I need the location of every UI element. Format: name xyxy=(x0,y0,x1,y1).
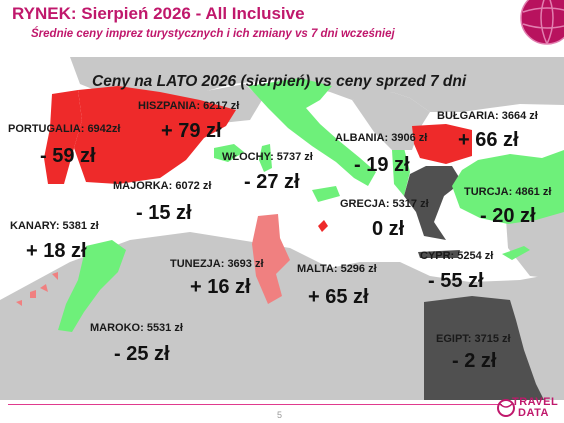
footer-divider xyxy=(8,404,502,405)
change-tunisia: + 16 zł xyxy=(190,276,251,298)
change-cyprus: - 55 zł xyxy=(428,270,484,292)
country-malta xyxy=(318,220,328,232)
page-title: RYNEK: Sierpień 2026 - All Inclusive xyxy=(12,4,305,23)
country-canary-4 xyxy=(52,272,58,280)
country-italy xyxy=(248,78,376,186)
logo-travel-text: TRAVEL xyxy=(512,396,559,408)
country-spain xyxy=(74,86,236,184)
page-subtitle: Średnie ceny imprez turystycznych i ich … xyxy=(31,28,395,40)
change-greece: 0 zł xyxy=(372,218,405,240)
country-portugal xyxy=(44,90,82,184)
country-canary-1 xyxy=(16,300,22,306)
country-egypt xyxy=(424,296,544,400)
label-greece: GRECJA: 5317 zł xyxy=(340,198,429,210)
label-italy: WŁOCHY: 5737 zł xyxy=(222,151,313,163)
label-tunisia: TUNEZJA: 3693 zł xyxy=(170,258,264,270)
change-malta: + 65 zł xyxy=(308,286,369,308)
country-tunisia xyxy=(252,214,290,304)
country-canary-3 xyxy=(40,284,48,292)
label-spain: HISZPANIA: 6217 zł xyxy=(138,100,240,112)
country-majorca xyxy=(214,144,244,162)
globe-logo-icon xyxy=(520,0,564,45)
label-bulgaria: BUŁGARIA: 3664 zł xyxy=(437,110,538,122)
label-portugal: PORTUGALIA: 6942zł xyxy=(8,123,121,135)
travel-data-logo: TRAVEL DATA xyxy=(496,396,558,420)
country-greece xyxy=(404,166,462,240)
change-canary: + 18 zł xyxy=(26,240,87,262)
change-morocco: - 25 zł xyxy=(114,343,170,365)
country-bulgaria xyxy=(412,124,472,164)
country-turkey xyxy=(452,150,564,224)
label-majorca: MAJORKA: 6072 zł xyxy=(113,180,212,192)
label-malta: MALTA: 5296 zł xyxy=(297,263,377,275)
country-albania xyxy=(392,148,410,196)
country-canary-2 xyxy=(30,290,36,298)
label-morocco: MAROKO: 5531 zł xyxy=(90,322,183,334)
label-canary: KANARY: 5381 zł xyxy=(10,220,99,232)
change-portugal: - 59 zł xyxy=(40,145,96,167)
country-sicily xyxy=(312,186,340,202)
label-albania: ALBANIA: 3906 zł xyxy=(335,132,428,144)
change-spain: + 79 zł xyxy=(161,120,222,142)
travel-data-globe-icon xyxy=(497,399,515,417)
change-italy: - 27 zł xyxy=(244,171,300,193)
land-middle-east xyxy=(505,205,564,280)
label-egypt: EGIPT: 3715 zł xyxy=(436,333,511,345)
label-turkey: TURCJA: 4861 zł xyxy=(464,186,552,198)
country-sardinia xyxy=(259,144,272,172)
land-north-africa xyxy=(0,232,564,400)
change-albania: - 19 zł xyxy=(354,154,410,176)
logo-data-text: DATA xyxy=(518,407,549,419)
country-cyprus xyxy=(502,246,530,260)
country-morocco xyxy=(58,240,126,332)
country-crete xyxy=(418,250,460,258)
page-number: 5 xyxy=(277,410,283,420)
change-bulgaria: + 66 zł xyxy=(458,129,519,151)
change-majorca: - 15 zł xyxy=(136,202,192,224)
map-heading: Ceny na LATO 2026 (sierpień) vs ceny spr… xyxy=(92,73,467,90)
change-turkey: - 20 zł xyxy=(480,205,536,227)
label-cyprus: CYPR: 5254 zł xyxy=(420,250,494,262)
change-egypt: - 2 zł xyxy=(452,350,497,372)
land-balkans xyxy=(352,92,430,150)
mediterranean-map xyxy=(0,57,564,401)
